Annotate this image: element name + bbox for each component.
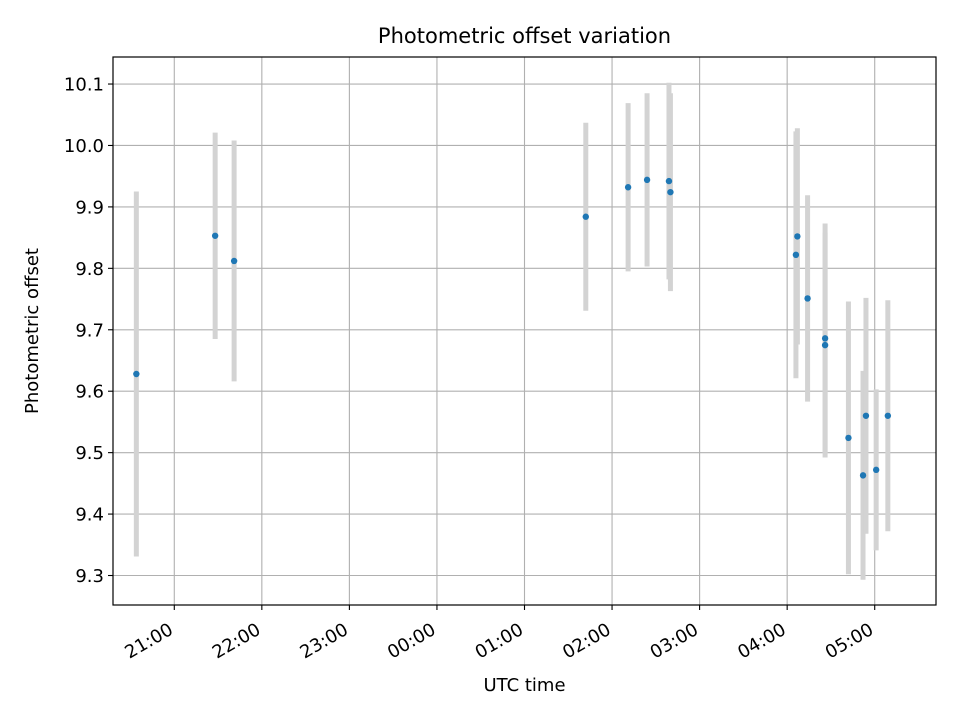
data-point: [845, 434, 852, 442]
y-tick-label: 9.9: [75, 197, 104, 218]
x-axis-label: UTC time: [483, 675, 565, 696]
chart-title: Photometric offset variation: [378, 24, 671, 48]
y-tick-label: 9.6: [75, 382, 104, 403]
point-layer: [133, 176, 892, 479]
y-axis-label: Photometric offset: [22, 248, 43, 414]
y-tick-label: 9.7: [75, 320, 104, 341]
data-point: [230, 257, 238, 265]
y-tick-label: 9.4: [75, 505, 104, 526]
data-point: [821, 335, 829, 342]
data-point: [667, 188, 674, 196]
data-point: [872, 466, 880, 474]
data-point: [859, 472, 867, 479]
data-point: [794, 233, 801, 240]
data-point: [804, 295, 811, 302]
y-tick-label: 10.1: [64, 75, 104, 96]
y-tick-label: 9.5: [75, 443, 104, 464]
data-point: [133, 370, 140, 378]
y-tick-label: 9.3: [75, 566, 104, 587]
data-point: [665, 177, 673, 185]
y-tick-label: 9.8: [75, 259, 104, 280]
data-point: [862, 412, 870, 419]
data-point: [884, 412, 892, 419]
data-point: [624, 184, 632, 191]
data-point: [821, 341, 829, 349]
data-point: [211, 232, 219, 239]
y-tick-label: 10.0: [64, 136, 104, 157]
data-point: [792, 251, 800, 259]
data-point: [643, 176, 651, 184]
data-point: [582, 213, 589, 220]
